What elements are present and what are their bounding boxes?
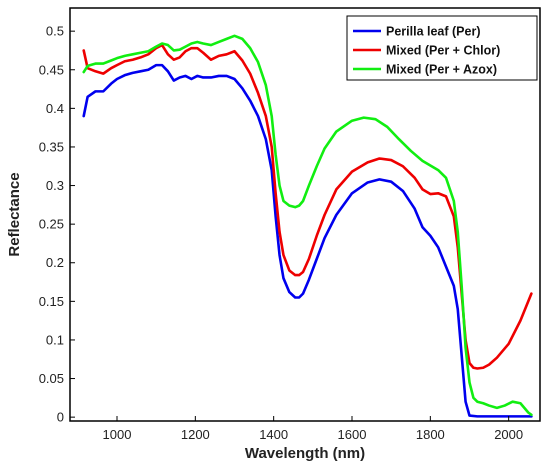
legend: Perilla leaf (Per) Mixed (Per + Chlor) M…	[346, 15, 538, 81]
y-tick-label-9: 0.45	[39, 62, 64, 77]
x-tick-label-1000: 1000	[103, 427, 132, 442]
series-line-mixed-azox	[82, 34, 533, 417]
x-axis-title: Wavelength (nm)	[245, 445, 365, 462]
y-axis-title: Reflectance	[6, 172, 23, 256]
y-tick-label-5: 0.25	[39, 217, 64, 232]
ticks-layer: 1000 1200 1400 1600 1800 2000 0 0.05 0.1 0.15 0.2 0…	[39, 24, 523, 442]
x-tick-label-1400: 1400	[259, 427, 288, 442]
plot-frame	[69, 7, 541, 422]
y-axis-title-group: Reflectance	[6, 172, 23, 256]
y-tick-label-0: 0	[57, 410, 64, 425]
legend-entry-mixed-chlor: Mixed (Per + Chlor)	[386, 44, 500, 58]
x-tick-label-2000: 2000	[494, 427, 523, 442]
y-tick-label-10: 0.5	[46, 24, 64, 39]
series-layer	[82, 34, 533, 418]
y-tick-label-2: 0.1	[46, 332, 64, 347]
x-tick-label-1600: 1600	[338, 427, 367, 442]
series-line-perilla-leaf	[82, 63, 533, 418]
y-tick-label-4: 0.2	[46, 255, 64, 270]
y-tick-label-6: 0.3	[46, 178, 64, 193]
y-tick-label-3: 0.15	[39, 294, 64, 309]
x-tick-label-1800: 1800	[416, 427, 445, 442]
legend-entry-perilla-leaf: Perilla leaf (Per)	[386, 25, 481, 39]
y-tick-label-7: 0.35	[39, 139, 64, 154]
x-tick-label-1200: 1200	[181, 427, 210, 442]
y-tick-label-1: 0.05	[39, 371, 64, 386]
y-tick-label-8: 0.4	[46, 101, 64, 116]
legend-entry-mixed-azox: Mixed (Per + Azox)	[386, 63, 497, 77]
